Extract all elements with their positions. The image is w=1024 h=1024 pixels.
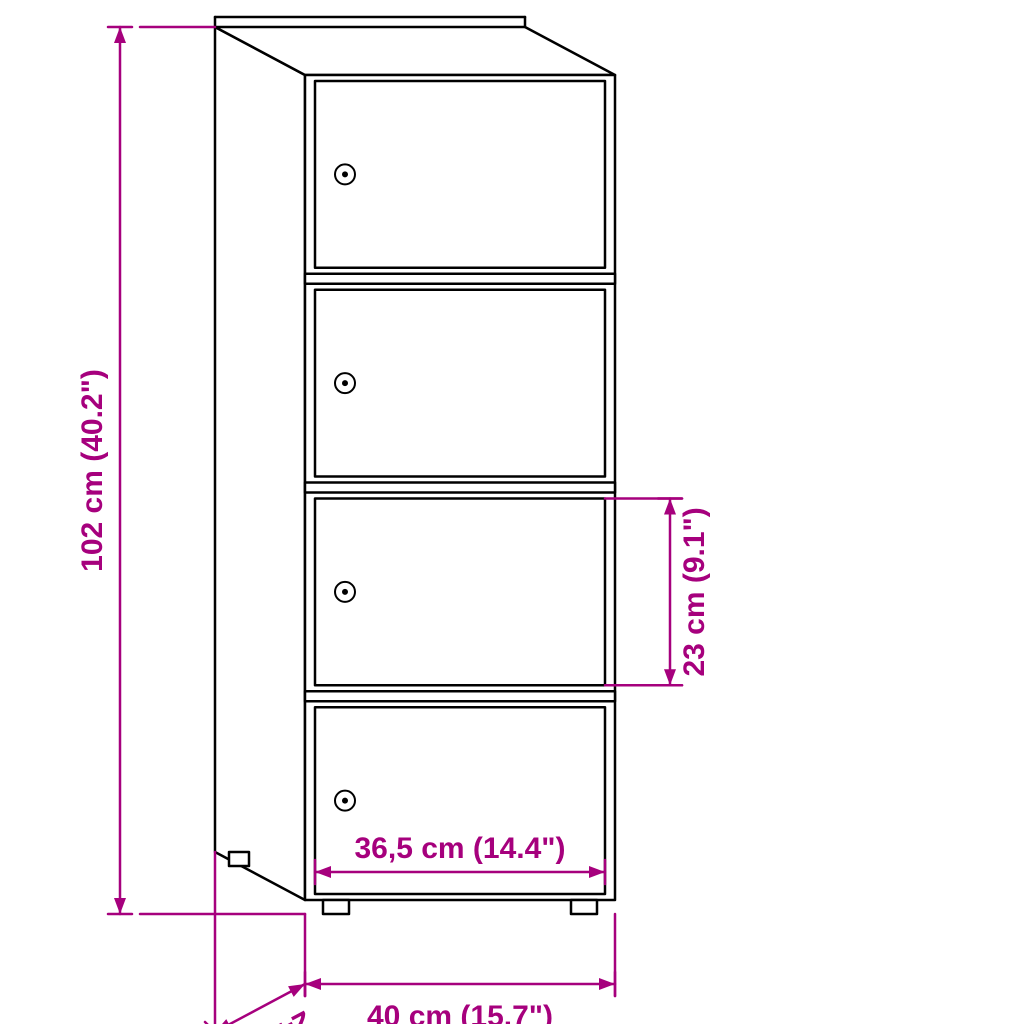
cabinet [215, 17, 615, 914]
dim-width: 40 cm (15.7") [367, 1000, 553, 1024]
dim-height: 102 cm (40.2") [76, 369, 109, 572]
dim-inner-height: 23 cm (9.1") [678, 507, 711, 676]
dim-inner-width: 36,5 cm (14.4") [354, 832, 565, 865]
dimension-diagram: 102 cm (40.2")40 cm (15.7")24 cm (9.4")3… [0, 0, 1024, 1024]
